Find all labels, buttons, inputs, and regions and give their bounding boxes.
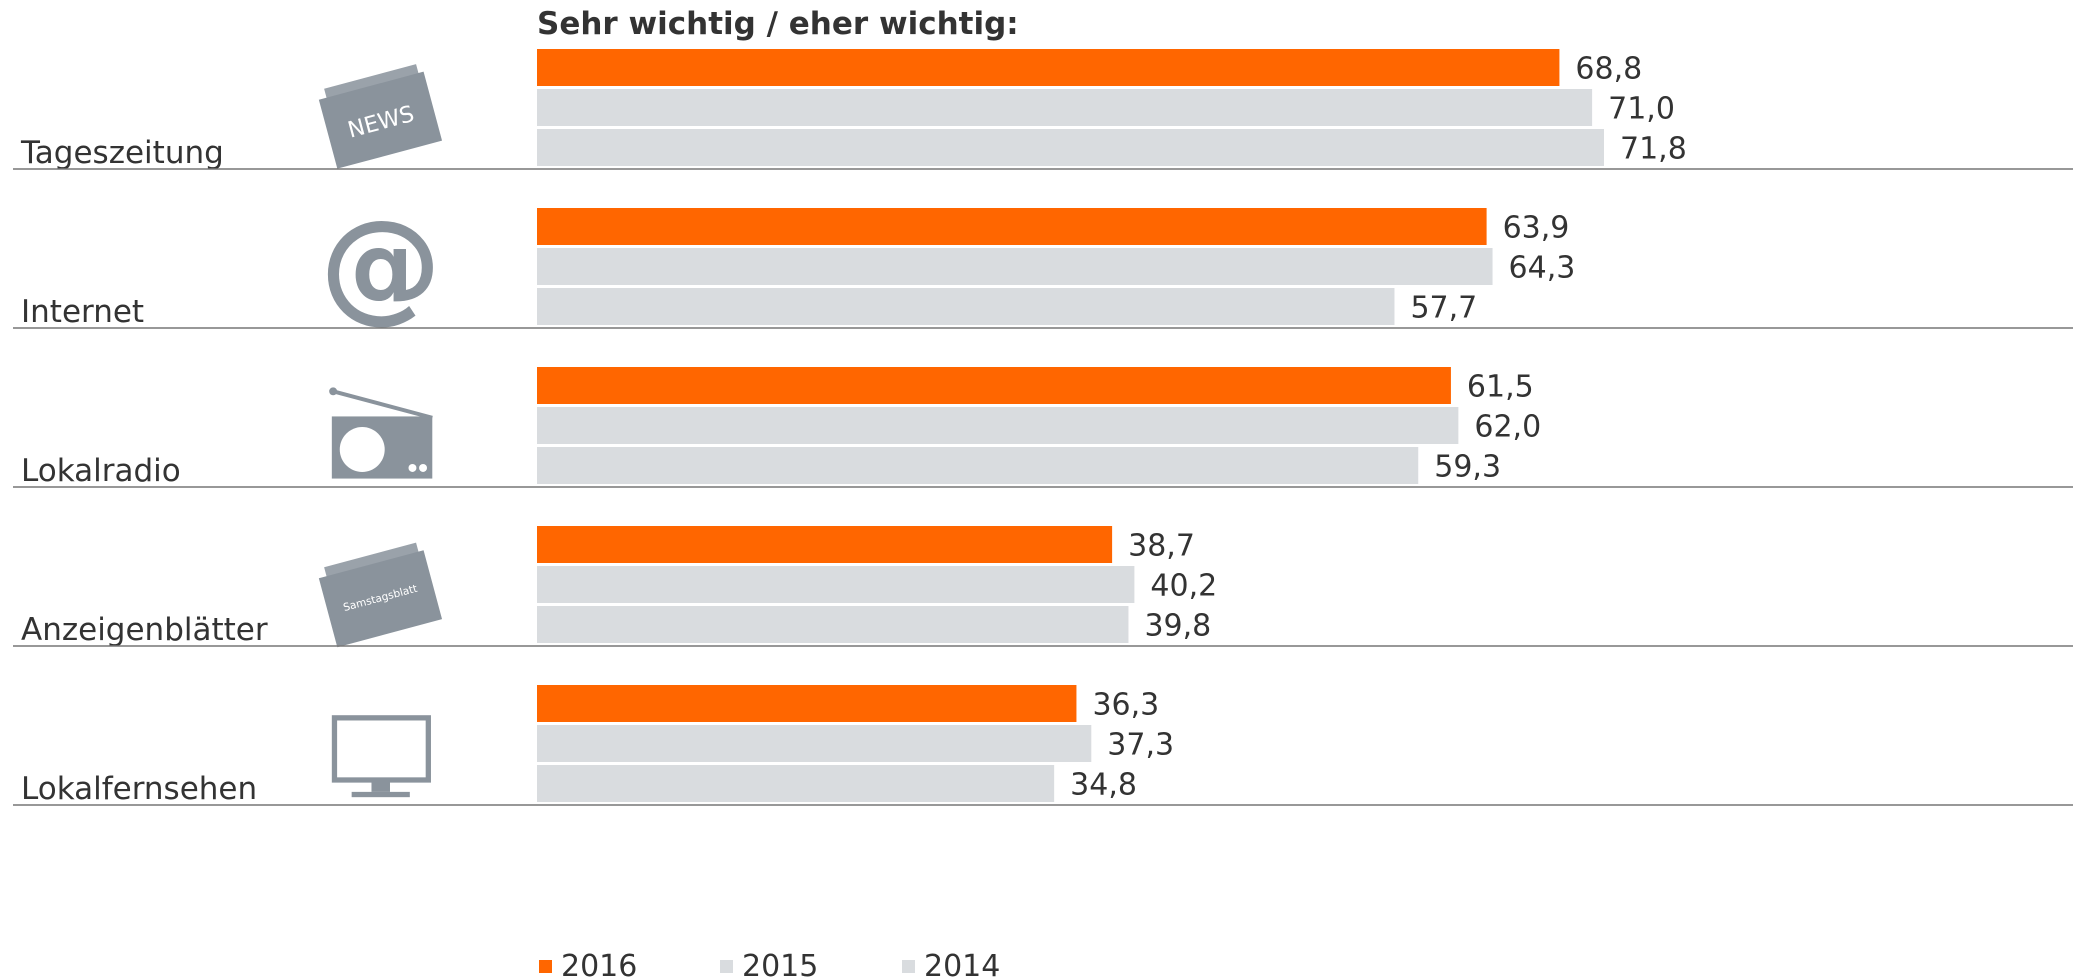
- legend-swatch: [902, 960, 915, 973]
- value-label: 57,7: [1410, 291, 1477, 326]
- chart-title: Sehr wichtig / eher wichtig:: [537, 6, 1019, 42]
- value-label: 38,7: [1128, 529, 1195, 564]
- icon-tv: [331, 715, 431, 798]
- icons: NEWS @ Samstagsblatt: [318, 64, 443, 798]
- legend-label: 2015: [742, 949, 818, 979]
- value-label: 64,3: [1509, 251, 1576, 286]
- legend-swatch: [539, 960, 552, 973]
- bar: [537, 447, 1419, 484]
- value-label: 68,8: [1575, 52, 1642, 87]
- bar: [537, 526, 1113, 563]
- value-label: 39,8: [1144, 609, 1211, 644]
- value-label: 62,0: [1474, 410, 1541, 445]
- bar: [537, 407, 1459, 444]
- value-label: 34,8: [1070, 768, 1137, 803]
- value-label: 37,3: [1107, 728, 1174, 763]
- bar: [537, 367, 1451, 404]
- bar: [537, 685, 1077, 722]
- bar: [537, 49, 1560, 86]
- value-label: 71,0: [1608, 92, 1675, 127]
- category-label: Lokalradio: [21, 453, 181, 489]
- legend-label: 2016: [561, 949, 637, 979]
- value-label: 71,8: [1620, 132, 1687, 167]
- bar: [537, 288, 1395, 325]
- bar: [537, 765, 1055, 802]
- value-label: 59,3: [1434, 450, 1501, 485]
- icon-radio: [329, 387, 433, 479]
- legend-label: 2014: [924, 949, 1000, 979]
- legend-swatch: [720, 960, 733, 973]
- bar: [537, 566, 1135, 603]
- icon-news: NEWS: [318, 64, 443, 169]
- value-label: 40,2: [1150, 569, 1217, 604]
- category-label: Lokalfernsehen: [21, 771, 257, 807]
- value-label: 61,5: [1467, 370, 1534, 405]
- value-label: 63,9: [1503, 211, 1570, 246]
- bar: [537, 606, 1129, 643]
- bar: [537, 248, 1493, 285]
- category-label: Internet: [21, 294, 144, 330]
- bar: [537, 208, 1487, 245]
- bar: [537, 129, 1604, 166]
- category-label: Tageszeitung: [20, 135, 224, 171]
- bar: [537, 89, 1593, 126]
- category-label: Anzeigenblätter: [21, 612, 268, 648]
- icon-at: @: [320, 194, 442, 336]
- bar: [537, 725, 1092, 762]
- icon-samstagsblatt: Samstagsblatt: [318, 542, 443, 648]
- value-label: 36,3: [1092, 688, 1159, 723]
